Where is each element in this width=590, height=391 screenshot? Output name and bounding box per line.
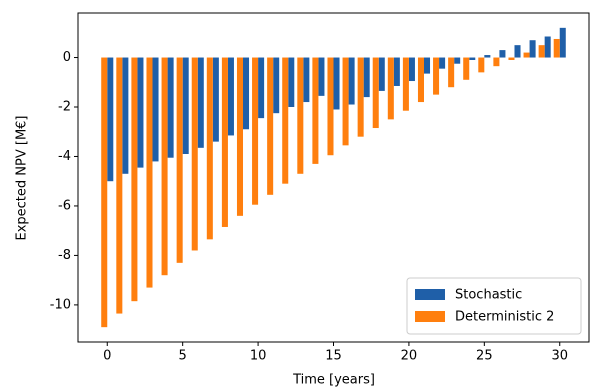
bar (236, 57, 244, 216)
bar (387, 57, 394, 120)
bar (469, 57, 476, 60)
y-axis-label: Expected NPV [M€] (15, 115, 30, 240)
bar (529, 40, 536, 58)
bar (303, 57, 310, 103)
bar (484, 55, 491, 58)
bar (523, 52, 530, 58)
bar (297, 57, 304, 174)
bar (463, 57, 470, 80)
bar (493, 57, 500, 67)
bar (221, 57, 228, 227)
bar (131, 57, 138, 302)
bar (167, 57, 174, 158)
bar (227, 57, 234, 136)
bar (137, 57, 144, 168)
legend-swatch (415, 311, 445, 322)
y-tick-label: 0 (63, 50, 71, 65)
bar (408, 57, 415, 82)
legend-label: Stochastic (455, 288, 522, 303)
y-tick-label: -8 (58, 248, 71, 263)
bar (197, 57, 204, 148)
bar (402, 57, 409, 111)
x-tick-label: 30 (551, 349, 568, 364)
bar (559, 27, 566, 58)
x-tick-label: 15 (325, 349, 342, 364)
bar (318, 57, 325, 96)
bar (146, 57, 153, 288)
bar (101, 57, 108, 328)
bar (433, 57, 440, 95)
bar (212, 57, 219, 142)
bar (161, 57, 168, 276)
x-tick-label: 25 (476, 349, 493, 364)
x-tick-label: 0 (103, 349, 111, 364)
bar (107, 57, 114, 182)
bar (342, 57, 349, 146)
bar (454, 57, 461, 64)
bar (243, 57, 250, 130)
bar (448, 57, 455, 88)
bar (423, 57, 431, 74)
bar (553, 38, 560, 58)
bar (258, 57, 265, 119)
x-tick-label: 10 (250, 349, 267, 364)
bar (372, 57, 379, 129)
bar (176, 57, 183, 263)
bar (312, 57, 319, 164)
bar (378, 57, 385, 91)
bar (152, 57, 159, 162)
x-tick-label: 5 (179, 349, 187, 364)
bar (122, 57, 129, 174)
bar (348, 57, 355, 105)
y-tick-label: -2 (58, 100, 71, 115)
bar (417, 57, 424, 103)
bar (273, 57, 280, 114)
x-tick-label: 20 (401, 349, 418, 364)
bar (538, 45, 545, 58)
bar (514, 45, 521, 58)
y-tick-label: -4 (58, 149, 71, 164)
legend-label: Deterministic 2 (455, 310, 554, 325)
bar (252, 57, 259, 205)
bar (191, 57, 198, 251)
y-tick-label: -6 (58, 198, 71, 213)
bar (182, 57, 189, 154)
bar (439, 57, 446, 69)
bar (327, 57, 334, 156)
legend-swatch (415, 289, 445, 300)
legend: Stochastic Deterministic 2 (406, 277, 582, 335)
y-tick-label: -10 (50, 297, 71, 312)
bar (282, 57, 289, 184)
bar (206, 57, 213, 240)
bar (544, 36, 551, 58)
bar (393, 57, 400, 86)
bar (499, 50, 506, 58)
bar (333, 57, 340, 110)
legend-box (406, 277, 582, 335)
bar (478, 57, 485, 73)
bar (363, 57, 370, 98)
bar (267, 57, 274, 195)
bar (116, 57, 123, 314)
x-axis-label: Time [years] (292, 373, 375, 388)
bar (288, 57, 295, 107)
bar (508, 57, 515, 60)
bar (357, 57, 364, 137)
